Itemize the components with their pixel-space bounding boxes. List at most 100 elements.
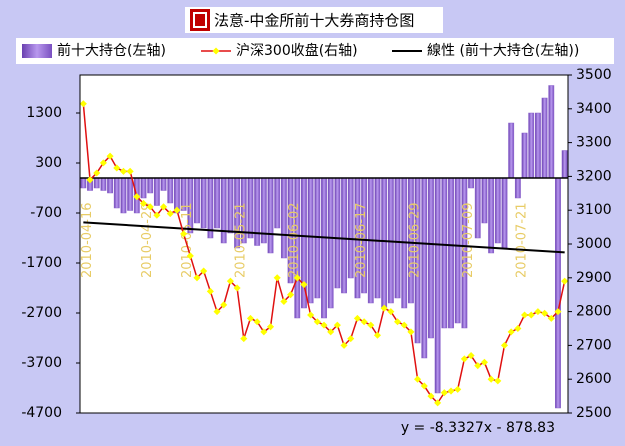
marker (300, 281, 308, 289)
marker (527, 311, 535, 319)
bar (147, 177, 154, 194)
bar (514, 177, 521, 199)
bar (441, 177, 448, 329)
bar (274, 177, 281, 229)
marker (454, 385, 462, 393)
marker (380, 304, 388, 312)
bar (381, 177, 388, 309)
bar (468, 177, 474, 189)
marker (99, 159, 107, 167)
marker (280, 297, 288, 305)
bar (488, 177, 495, 254)
y2-tick-label: 3500 (576, 67, 612, 83)
marker (133, 193, 141, 201)
marker (93, 169, 101, 177)
marker (514, 324, 522, 333)
marker (166, 210, 174, 218)
bar (548, 85, 555, 179)
marker (440, 389, 448, 397)
marker (266, 323, 275, 331)
y-tick-label: -1700 (21, 255, 62, 271)
marker (320, 321, 328, 329)
bar (454, 177, 461, 324)
marker (494, 377, 502, 385)
bar (267, 177, 274, 254)
marker (534, 308, 542, 316)
legend-label: 前十大持仓(左轴) (57, 42, 166, 59)
bar (347, 177, 354, 279)
bar (394, 177, 401, 299)
marker (160, 203, 168, 211)
marker (353, 314, 361, 322)
marker (287, 291, 295, 299)
marker (206, 287, 214, 295)
marker (547, 314, 555, 322)
bar (93, 177, 100, 189)
bar (494, 177, 501, 244)
marker (521, 311, 529, 319)
marker (193, 274, 201, 282)
marker (146, 203, 154, 211)
y-tick-label: -2700 (21, 305, 62, 321)
bar (200, 177, 207, 229)
marker (467, 352, 475, 360)
bar (321, 177, 327, 319)
legend-box (16, 38, 614, 64)
y2-tick-label: 2500 (576, 405, 612, 421)
bar (220, 177, 227, 244)
y2-tick-label: 2700 (576, 337, 612, 353)
x-tick-label: 2010-04-29 (140, 202, 155, 278)
bar (561, 150, 568, 179)
marker (420, 382, 428, 390)
x-tick-label: 2010-07-09 (461, 202, 476, 278)
legend-swatch (212, 47, 220, 55)
bar (107, 177, 114, 194)
marker (447, 387, 455, 395)
marker (307, 311, 315, 319)
marker (220, 301, 228, 309)
bar (481, 177, 488, 224)
bar (534, 112, 541, 179)
bar (374, 177, 381, 299)
bar (521, 132, 528, 179)
marker (119, 167, 127, 175)
marker (507, 328, 515, 336)
legend-label: 線性 (前十大持仓(左轴)) (427, 42, 579, 59)
bar (160, 177, 167, 191)
bar (508, 122, 515, 179)
y2-tick-label: 3400 (576, 101, 612, 117)
bar (280, 177, 287, 259)
y2-tick-label: 3200 (576, 168, 612, 184)
y-tick-label: 1300 (26, 105, 62, 121)
y2-tick-label: 3000 (576, 236, 612, 252)
bar (113, 177, 120, 209)
marker (153, 211, 161, 219)
x-tick-label: 2010-06-29 (407, 202, 422, 278)
bar (327, 177, 334, 309)
marker (541, 309, 549, 317)
marker (139, 199, 148, 207)
bar (434, 177, 441, 394)
bar (555, 177, 561, 409)
logo-mark (193, 12, 207, 28)
marker (427, 392, 435, 400)
y-tick-label: -700 (30, 205, 62, 221)
marker (260, 328, 268, 336)
marker (347, 335, 355, 343)
marker (474, 362, 482, 370)
bar (207, 177, 214, 239)
marker (327, 328, 335, 336)
marker (213, 308, 221, 316)
marker (434, 399, 442, 407)
marker (340, 341, 348, 349)
marker (480, 358, 488, 366)
marker (554, 308, 562, 316)
marker (393, 318, 402, 326)
legend-label: 沪深300收盘(右轴) (236, 42, 358, 59)
bar (341, 177, 347, 294)
x-tick-label: 2010-05-21 (234, 202, 249, 278)
marker (273, 274, 281, 282)
marker (86, 176, 94, 184)
